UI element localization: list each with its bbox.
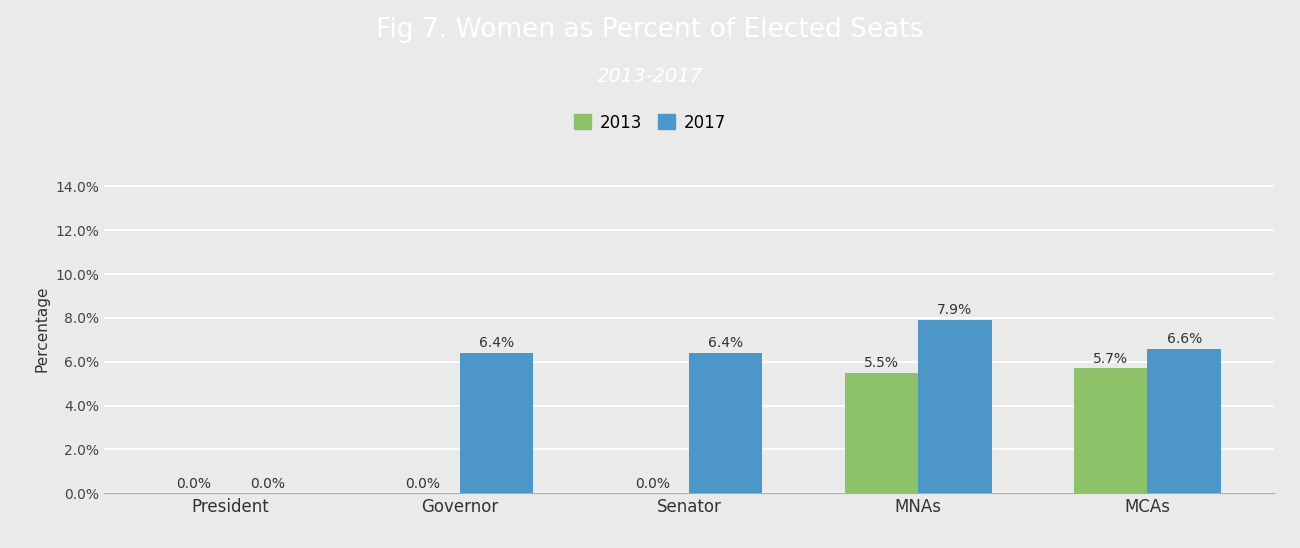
Bar bbox=[460, 353, 533, 493]
Text: 5.5%: 5.5% bbox=[864, 356, 900, 370]
Text: 6.4%: 6.4% bbox=[708, 336, 744, 350]
Text: Fig 7. Women as Percent of Elected Seats: Fig 7. Women as Percent of Elected Seats bbox=[376, 17, 924, 43]
Text: 0.0%: 0.0% bbox=[634, 477, 670, 490]
Text: 0.0%: 0.0% bbox=[250, 477, 285, 490]
Bar bbox=[689, 353, 762, 493]
Bar bbox=[1148, 349, 1221, 493]
Y-axis label: Percentage: Percentage bbox=[35, 286, 49, 372]
Text: 5.7%: 5.7% bbox=[1093, 352, 1128, 366]
Text: 0.0%: 0.0% bbox=[177, 477, 212, 490]
Text: 6.6%: 6.6% bbox=[1166, 332, 1201, 346]
Text: 7.9%: 7.9% bbox=[937, 304, 972, 317]
Bar bbox=[1074, 368, 1148, 493]
Text: 0.0%: 0.0% bbox=[406, 477, 441, 490]
Text: 6.4%: 6.4% bbox=[478, 336, 514, 350]
Bar bbox=[845, 373, 918, 493]
Text: 2013-2017: 2013-2017 bbox=[597, 67, 703, 86]
Bar bbox=[918, 320, 992, 493]
Legend: 2013, 2017: 2013, 2017 bbox=[568, 107, 732, 138]
